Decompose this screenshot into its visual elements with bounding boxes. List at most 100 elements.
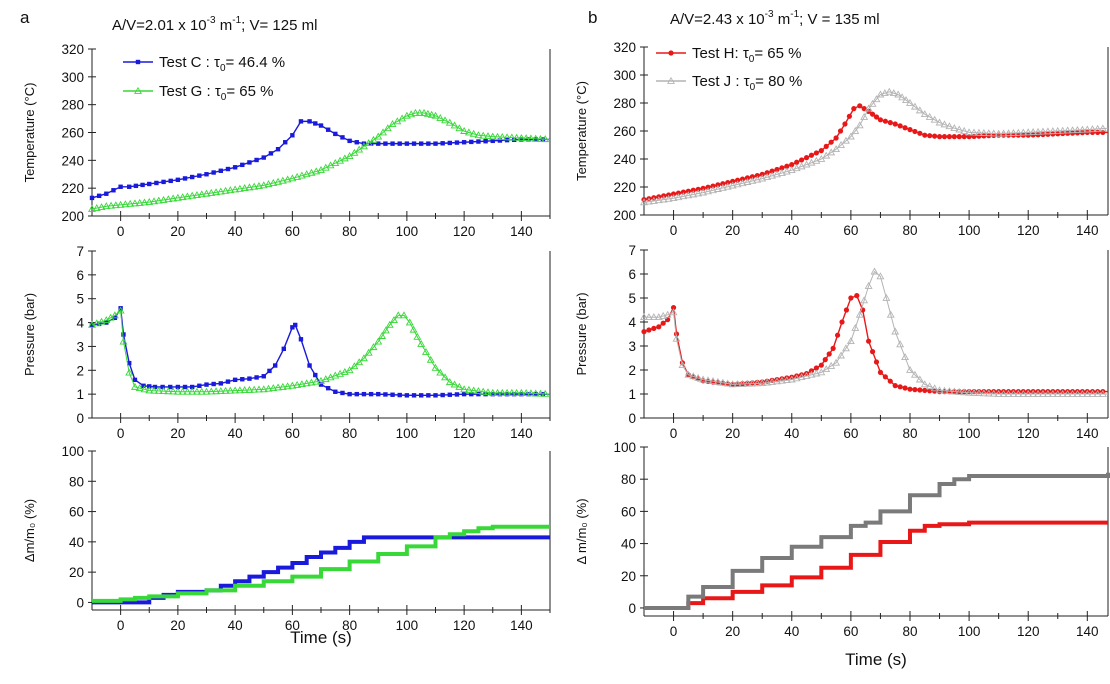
data-point [150,386,158,394]
data-point [841,344,850,352]
data-point [192,387,201,395]
data-point [1083,125,1092,133]
data-point [145,197,154,205]
data-point [536,134,545,142]
data-point [945,122,954,130]
data-point [877,369,884,375]
data-point [221,386,230,394]
data-point [739,176,746,182]
x-tick-label: 20 [170,224,185,239]
data-point [104,191,109,196]
data-point [333,131,338,137]
data-point [1098,124,1107,132]
data-point [503,388,512,396]
data-point [298,337,304,342]
x-tick-label: 100 [958,223,981,238]
data-point [259,181,268,189]
x-tick-label: 140 [510,426,533,441]
series-test-h [641,293,1108,395]
legend-entry: Test G : τ0= 65 % [123,83,273,103]
data-point [188,387,197,395]
data-point [533,391,538,397]
data-point [882,118,888,124]
x-tick-label: 80 [342,224,357,239]
data-point [374,337,383,345]
data-point [956,134,962,140]
data-point [664,194,673,202]
data-point [887,120,893,126]
data-point [1039,127,1047,135]
data-point [822,151,831,159]
data-point [135,384,144,392]
data-point [488,388,497,396]
data-point [355,358,364,366]
x-tick-label: 60 [843,426,858,441]
data-point [102,202,111,210]
data-point [118,184,123,189]
data-point [381,326,390,334]
data-point [455,382,464,390]
data-point [250,182,259,190]
data-point [197,173,202,178]
data-point [232,377,238,383]
data-point [240,377,245,382]
chart-b-mass: 0 20 40 60 80 100 0 20 40 60 80 100 120 140 Δ m/m₀ (%)… [574,440,1110,669]
data-point [283,382,292,390]
data-point [680,189,687,195]
data-point [404,393,410,398]
data-point [383,392,388,397]
data-point [245,385,254,393]
data-point [898,93,907,101]
data-point [130,199,139,207]
data-point [940,120,949,128]
data-point [974,128,983,136]
data-point [907,386,913,392]
data-point [121,200,130,208]
y-tick-label: 6 [628,267,636,282]
data-point [147,181,152,187]
y-tick-label: 1 [628,387,636,402]
data-point [743,379,752,387]
y-axis-label: Δm/m₀ (%) [22,499,37,562]
data-point [345,366,354,374]
data-point [945,387,954,395]
data-point [454,392,460,397]
data-point [127,184,132,189]
y-tick-label: 4 [76,316,84,331]
data-point [792,374,801,382]
data-point [882,374,888,380]
data-point [231,386,240,394]
data-point [240,184,249,192]
data-point [127,360,132,366]
data-point [1063,126,1072,134]
data-point [803,155,810,161]
chart-a-temperature: 200 220 240 260 280 300 320 0 20 40 60 80 100 120 140 T… [22,42,551,239]
data-point [1093,124,1102,132]
data-point [999,129,1008,137]
data-point [1043,389,1052,397]
data-point [302,379,311,387]
x-tick-label: 20 [170,426,185,441]
series-line [644,520,1108,610]
data-point [376,141,381,146]
data-point [517,133,526,141]
data-point [204,382,209,387]
data-point [254,375,259,380]
data-point [828,139,834,145]
data-point [307,363,312,368]
data-point [423,109,432,117]
data-point [955,125,964,133]
x-tick-label: 120 [1017,223,1040,238]
data-point [517,388,526,396]
data-point [851,126,860,134]
legend-entry: Test H: τ0= 65 % [656,45,801,65]
data-point [912,387,918,393]
data-point [1048,389,1057,397]
data-point [469,386,478,394]
x-tick-label: 60 [285,224,300,239]
data-point [1053,389,1062,397]
data-point [1053,126,1062,134]
data-point [902,96,911,104]
data-point [312,167,321,175]
data-point [169,387,178,395]
